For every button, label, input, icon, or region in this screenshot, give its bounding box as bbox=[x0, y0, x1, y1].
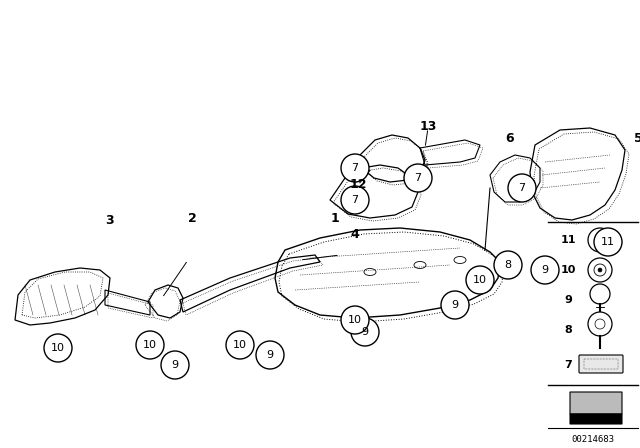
Text: 10: 10 bbox=[233, 340, 247, 350]
FancyBboxPatch shape bbox=[579, 355, 623, 373]
Circle shape bbox=[351, 318, 379, 346]
Text: 00214683: 00214683 bbox=[572, 435, 614, 444]
Circle shape bbox=[341, 154, 369, 182]
Circle shape bbox=[44, 334, 72, 362]
Text: 3: 3 bbox=[106, 214, 115, 227]
Text: 11: 11 bbox=[560, 235, 576, 245]
Circle shape bbox=[594, 228, 622, 256]
Circle shape bbox=[341, 186, 369, 214]
Circle shape bbox=[466, 266, 494, 294]
Text: 9: 9 bbox=[266, 350, 273, 360]
Circle shape bbox=[404, 164, 432, 192]
Circle shape bbox=[226, 331, 254, 359]
Text: 4: 4 bbox=[351, 228, 360, 241]
Text: 8: 8 bbox=[504, 260, 511, 270]
Text: 10: 10 bbox=[473, 275, 487, 285]
Text: 13: 13 bbox=[419, 121, 436, 134]
FancyBboxPatch shape bbox=[570, 414, 622, 424]
Text: 6: 6 bbox=[506, 132, 515, 145]
Circle shape bbox=[588, 258, 612, 282]
Text: 7: 7 bbox=[351, 163, 358, 173]
Circle shape bbox=[590, 284, 610, 304]
Text: 7: 7 bbox=[564, 360, 572, 370]
Text: 11: 11 bbox=[601, 237, 615, 247]
Text: 9: 9 bbox=[172, 360, 179, 370]
Text: 1: 1 bbox=[331, 211, 339, 224]
Text: 10: 10 bbox=[348, 315, 362, 325]
Text: 7: 7 bbox=[415, 173, 422, 183]
Text: 9: 9 bbox=[451, 300, 459, 310]
Circle shape bbox=[508, 174, 536, 202]
Circle shape bbox=[161, 351, 189, 379]
Circle shape bbox=[588, 228, 612, 252]
Text: 10: 10 bbox=[51, 343, 65, 353]
Text: 7: 7 bbox=[351, 195, 358, 205]
Text: 10: 10 bbox=[143, 340, 157, 350]
Text: 9: 9 bbox=[362, 327, 369, 337]
Text: 9: 9 bbox=[541, 265, 548, 275]
Circle shape bbox=[136, 331, 164, 359]
FancyBboxPatch shape bbox=[570, 392, 622, 414]
Text: 7: 7 bbox=[518, 183, 525, 193]
Text: 5: 5 bbox=[634, 132, 640, 145]
Text: 2: 2 bbox=[188, 211, 196, 224]
Circle shape bbox=[256, 341, 284, 369]
Circle shape bbox=[598, 268, 602, 272]
Circle shape bbox=[531, 256, 559, 284]
Circle shape bbox=[441, 291, 469, 319]
Circle shape bbox=[588, 312, 612, 336]
Text: 10: 10 bbox=[560, 265, 576, 275]
Text: 8: 8 bbox=[564, 325, 572, 335]
Text: 12: 12 bbox=[349, 178, 367, 191]
Text: 9: 9 bbox=[564, 295, 572, 305]
Circle shape bbox=[494, 251, 522, 279]
Circle shape bbox=[341, 306, 369, 334]
